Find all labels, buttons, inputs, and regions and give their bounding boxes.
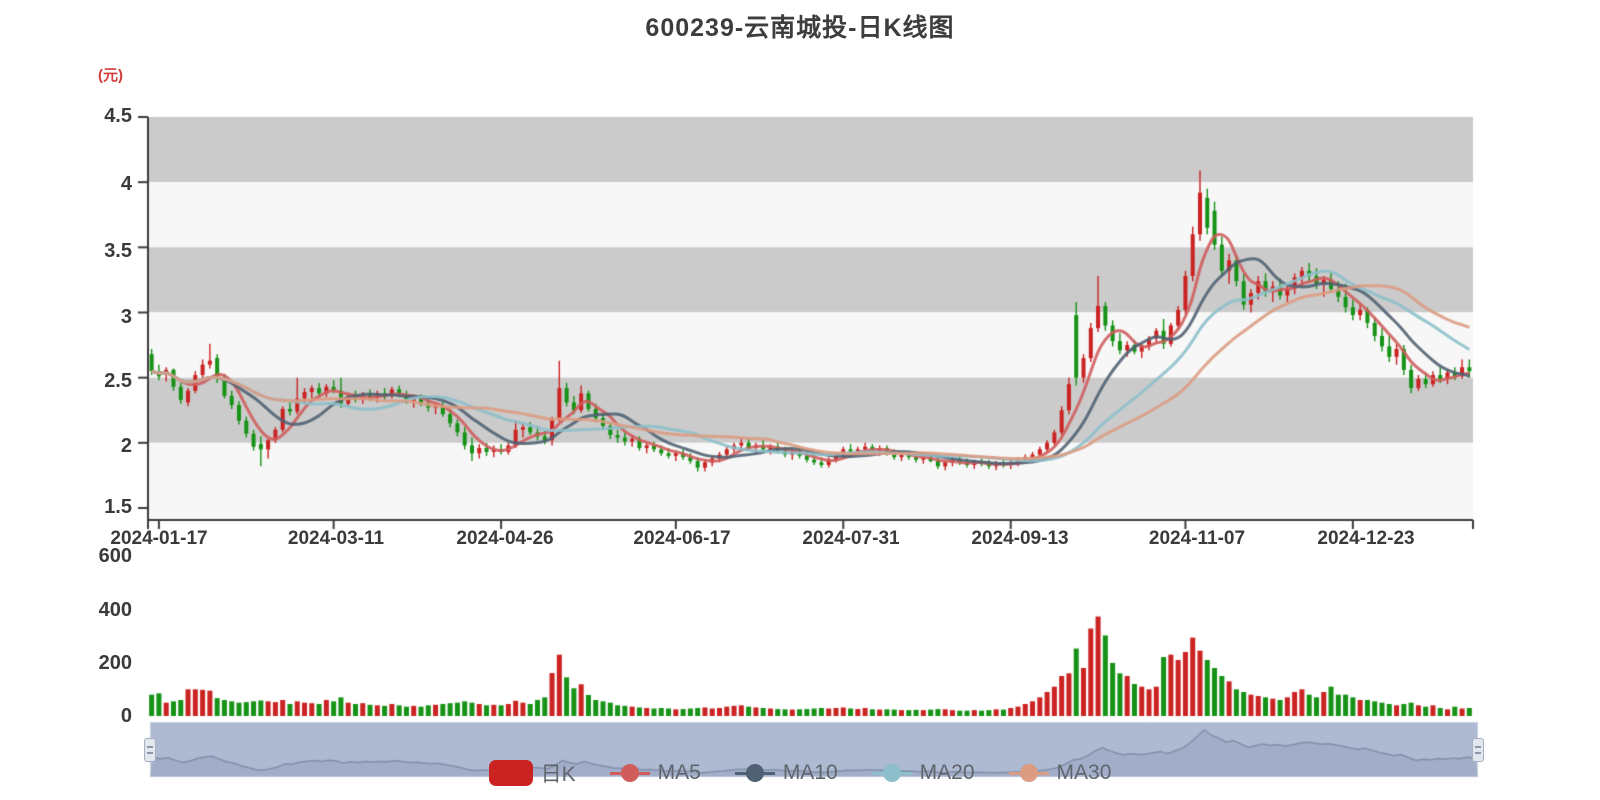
price-tick-2: 2 bbox=[120, 435, 132, 457]
legend-label-ma20: MA20 bbox=[919, 761, 975, 784]
legend-item-ma30[interactable]: MA30 bbox=[1008, 760, 1112, 786]
date-tick-1: 2024-01-17 bbox=[110, 528, 208, 549]
volume-tick-600: 600 bbox=[98, 545, 132, 567]
price-tick-4_5: 4.5 bbox=[104, 105, 132, 127]
date-tick-6: 2024-09-13 bbox=[971, 528, 1069, 549]
ma10-swatch-icon bbox=[734, 760, 775, 786]
legend-item-ma5[interactable]: MA5 bbox=[609, 760, 701, 786]
date-tick-2: 2024-03-11 bbox=[287, 528, 385, 549]
chart-legend: 日K MA5 MA10 MA20 MA30 bbox=[0, 750, 1600, 796]
ma5-swatch-icon bbox=[609, 760, 650, 786]
price-tick-3: 3 bbox=[120, 306, 132, 328]
price-tick-3_5: 3.5 bbox=[104, 240, 132, 262]
navigator-left-handle[interactable] bbox=[144, 738, 156, 762]
legend-label-ma30: MA30 bbox=[1056, 761, 1112, 784]
ma20-swatch-icon bbox=[871, 760, 912, 786]
date-tick-5: 2024-07-31 bbox=[802, 528, 900, 549]
date-tick-4: 2024-06-17 bbox=[633, 528, 731, 549]
price-tick-1_5: 1.5 bbox=[104, 496, 132, 518]
chart-title: 600239-云南城投-日K线图 bbox=[645, 14, 955, 42]
legend-label-dayk: 日K bbox=[540, 763, 576, 786]
dayk-swatch-icon bbox=[488, 760, 533, 786]
price-unit-label: (元) bbox=[98, 67, 123, 84]
volume-tick-0: 0 bbox=[120, 705, 132, 727]
legend-item-dayk[interactable]: 日K bbox=[488, 758, 576, 788]
date-tick-7: 2024-11-07 bbox=[1148, 528, 1246, 549]
volume-tick-200: 200 bbox=[98, 652, 132, 674]
legend-item-ma10[interactable]: MA10 bbox=[734, 760, 838, 786]
legend-label-ma5: MA5 bbox=[657, 761, 701, 784]
navigator-right-handle[interactable] bbox=[1472, 738, 1484, 762]
legend-item-ma20[interactable]: MA20 bbox=[871, 760, 975, 786]
legend-label-ma10: MA10 bbox=[782, 761, 838, 784]
date-tick-8: 2024-12-23 bbox=[1317, 528, 1415, 549]
price-tick-4: 4 bbox=[120, 173, 132, 195]
volume-tick-400: 400 bbox=[98, 599, 132, 621]
date-tick-3: 2024-04-26 bbox=[456, 528, 554, 549]
price-tick-2_5: 2.5 bbox=[104, 370, 132, 392]
ma30-swatch-icon bbox=[1008, 760, 1049, 786]
